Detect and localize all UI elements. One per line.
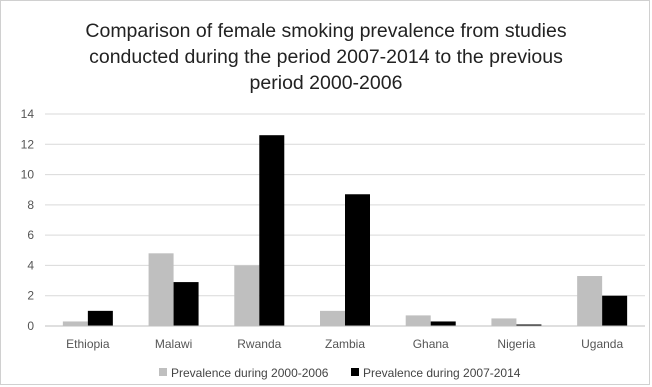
bar-2007-2014 bbox=[602, 295, 628, 326]
x-tick-label: Malawi bbox=[155, 337, 192, 351]
bar-2007-2014 bbox=[259, 135, 285, 326]
y-tick-label: 2 bbox=[27, 289, 34, 303]
y-tick-label: 14 bbox=[21, 107, 35, 121]
legend: Prevalence during 2000-2006 Prevalence du… bbox=[159, 366, 521, 380]
bar-2000-2006 bbox=[320, 310, 345, 326]
legend-swatch bbox=[159, 368, 167, 376]
bar-2000-2006 bbox=[491, 318, 517, 326]
legend-swatch bbox=[351, 368, 359, 376]
y-tick-label: 8 bbox=[27, 198, 34, 212]
chart-title-line-1: Comparison of female smoking prevalence … bbox=[85, 20, 567, 42]
y-tick-label: 4 bbox=[27, 258, 34, 272]
bar-2007-2014 bbox=[345, 194, 370, 326]
bar-2000-2006 bbox=[577, 276, 603, 326]
x-tick-label: Rwanda bbox=[237, 337, 281, 351]
chart-title: Comparison of female smoking prevalence … bbox=[0, 18, 652, 96]
x-tick-label: Ghana bbox=[413, 337, 449, 351]
y-tick-label: 12 bbox=[21, 137, 35, 151]
chart-title-line-2: conducted during the period 2007-2014 to… bbox=[89, 46, 563, 68]
x-tick-label: Nigeria bbox=[497, 337, 535, 351]
bar-2007-2014 bbox=[430, 321, 456, 326]
y-tick-label: 10 bbox=[21, 168, 35, 182]
legend-label: Prevalence during 2007-2014 bbox=[363, 366, 521, 380]
x-tick-label: Uganda bbox=[581, 337, 623, 351]
bar-2000-2006 bbox=[148, 253, 174, 326]
bar-2000-2006 bbox=[405, 315, 431, 326]
y-axis-ticks: 0 2 4 6 8 10 12 14 bbox=[21, 107, 35, 333]
x-tick-label: Ethiopia bbox=[66, 337, 110, 351]
y-tick-label: 6 bbox=[27, 228, 34, 242]
bar-2007-2014 bbox=[87, 310, 113, 326]
bar-2000-2006 bbox=[62, 321, 88, 326]
x-axis-ticks: Ethiopia Malawi Rwanda Zambia Ghana Nigeria Ug… bbox=[66, 337, 623, 351]
bar-2000-2006 bbox=[234, 265, 260, 326]
legend-label: Prevalence during 2000-2006 bbox=[171, 366, 329, 380]
chart-title-line-3: period 2000-2006 bbox=[249, 72, 403, 94]
bar-2007-2014 bbox=[516, 324, 542, 326]
bar-2007-2014 bbox=[173, 282, 199, 326]
bars bbox=[62, 135, 628, 326]
y-tick-label: 0 bbox=[27, 319, 34, 333]
x-tick-label: Zambia bbox=[325, 337, 365, 351]
